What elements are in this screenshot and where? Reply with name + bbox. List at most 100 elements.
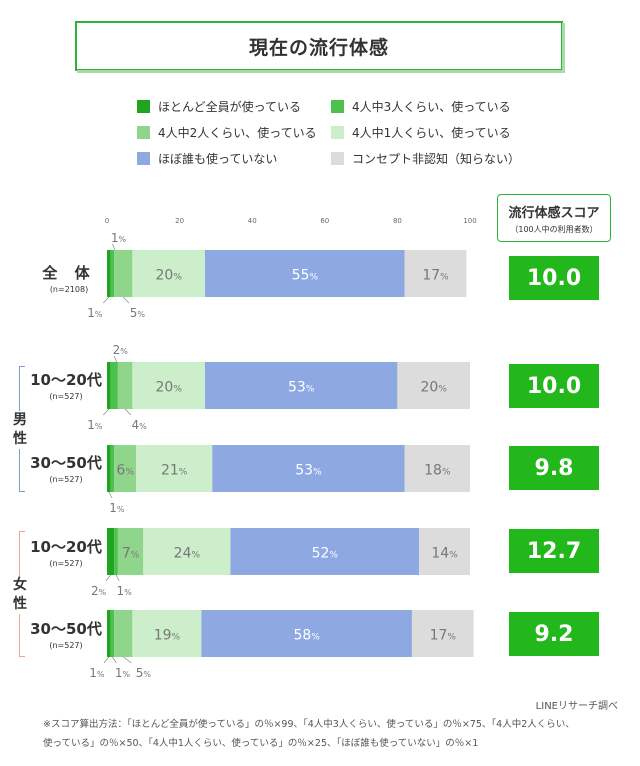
bar-segment (114, 528, 118, 575)
row-label-all-n: (n=2108) (49, 285, 89, 294)
data-label-outside: 1% (116, 584, 132, 598)
footer-note-line1: ※スコア算出方法：「ほとんど全員が使っている」の％×99、「4人中3人くらい、使… (43, 719, 575, 730)
data-label-outside: 4% (132, 418, 148, 432)
bar-segment (205, 250, 405, 297)
leader-line (108, 491, 113, 499)
legend-item-4: 4人中1人くらい、使っている (331, 124, 511, 141)
data-label-outside: 1% (115, 666, 131, 680)
legend-item-5: ほぼ誰も使っていない (137, 150, 277, 167)
x-tick-label: 100 (463, 217, 476, 225)
row-label-male-young-text: 10〜20代 (30, 371, 102, 389)
legend-swatch-6 (331, 152, 344, 165)
legend-label-4: 4人中1人くらい、使っている (352, 126, 511, 140)
row-label-male-old-n: (n=527) (49, 475, 83, 484)
score-all-value: 10.0 (526, 265, 582, 291)
bar-segment (132, 610, 202, 657)
bar-segment (132, 250, 206, 297)
data-label-outside: 5% (130, 306, 146, 320)
x-tick-label: 20 (175, 217, 184, 225)
bar-segment (205, 362, 398, 409)
row-label-female-young: 10〜20代 (n=527) (26, 536, 106, 568)
leader-line (105, 574, 111, 582)
score-female-old: 9.2 (509, 612, 599, 656)
bar-segment (110, 250, 115, 297)
x-tick-label: 0 (105, 217, 109, 225)
row-label-male-old: 30〜50代 (n=527) (26, 452, 106, 484)
score-male-old: 9.8 (509, 446, 599, 490)
bar-segment (230, 528, 420, 575)
bar-segment (212, 445, 405, 492)
bar-segment (117, 528, 144, 575)
legend-swatch-2 (331, 100, 344, 113)
bar-segment (107, 445, 111, 492)
legend-swatch-3 (137, 126, 150, 139)
data-label-outside: 1% (111, 231, 127, 245)
row-label-male-young-n: (n=527) (49, 392, 83, 401)
row-label-female-old-n: (n=527) (49, 641, 83, 650)
legend-swatch-5 (137, 152, 150, 165)
score-male-old-value: 9.8 (534, 455, 574, 481)
footer-note-line2: 使っている」の％×50、「4人中1人くらい、使っている」の％×25、「ほぼ誰も使… (43, 738, 479, 749)
score-female-young: 12.7 (509, 529, 599, 573)
bar-segment (107, 362, 111, 409)
legend-label-6: コンセプト非認知（知らない） (352, 152, 521, 166)
legend-label-5: ほぼ誰も使っていない (158, 152, 278, 166)
row-label-all: 全 体 (n=2108) (33, 262, 105, 294)
bar-segment (117, 362, 133, 409)
bar-segment (114, 250, 133, 297)
data-label-outside: 1% (109, 501, 125, 515)
legend-label-3: 4人中2人くらい、使っている (158, 126, 317, 140)
legend-item-6: コンセプト非認知（知らない） (331, 150, 520, 167)
row-label-male-young: 10〜20代 (n=527) (26, 369, 106, 401)
bar-segment (110, 610, 115, 657)
bar-segment (143, 528, 231, 575)
leader-line (123, 656, 132, 664)
bar-segment (110, 362, 118, 409)
data-label-outside: 1% (89, 666, 105, 680)
bar-segment (114, 610, 133, 657)
score-male-young: 10.0 (509, 364, 599, 408)
bar-segment (397, 362, 470, 409)
leader-line (123, 296, 130, 304)
bar-segment (107, 250, 111, 297)
data-label-outside: 1% (87, 306, 103, 320)
score-all: 10.0 (509, 256, 599, 300)
legend-item-3: 4人中2人くらい、使っている (137, 124, 317, 141)
score-female-old-value: 9.2 (534, 621, 574, 647)
footer-source: LINEリサーチ調べ (535, 701, 618, 712)
bar-segment (132, 362, 206, 409)
legend-swatch-4 (331, 126, 344, 139)
legend-item-1: ほとんど全員が使っている (137, 98, 301, 115)
bar-segment (114, 445, 137, 492)
leader-line (102, 408, 110, 416)
legend-label-2: 4人中3人くらい、使っている (352, 100, 511, 114)
leader-line (113, 355, 117, 363)
bar-segment (411, 610, 474, 657)
score-female-young-value: 12.7 (526, 538, 582, 564)
leader-line (115, 574, 120, 582)
data-label-outside: 2% (91, 584, 107, 598)
score-header-subtitle: （100人中の利用者数） (510, 225, 598, 234)
bar-segment (404, 445, 470, 492)
bar-segment (107, 610, 111, 657)
x-tick-label: 40 (248, 217, 257, 225)
x-tick-label: 60 (320, 217, 329, 225)
row-label-all-text: 全 体 (42, 264, 96, 282)
score-male-young-value: 10.0 (526, 373, 582, 399)
data-label-outside: 5% (136, 666, 152, 680)
row-label-female-old-text: 30〜50代 (30, 620, 102, 638)
score-header: 流行体感スコア （100人中の利用者数） (497, 194, 611, 242)
row-label-female-young-text: 10〜20代 (30, 538, 102, 556)
bar-segment (404, 250, 467, 297)
leader-line (124, 408, 132, 416)
chart-title-text: 現在の流行体感 (248, 36, 389, 59)
data-label-outside: 2% (113, 343, 129, 357)
bar-segment (110, 445, 115, 492)
leader-line (112, 243, 116, 251)
row-label-male-old-text: 30〜50代 (30, 454, 102, 472)
legend-label-1: ほとんど全員が使っている (158, 100, 302, 114)
bar-segment (107, 528, 115, 575)
row-label-female-young-n: (n=527) (49, 559, 83, 568)
legend-swatch-1 (137, 100, 150, 113)
